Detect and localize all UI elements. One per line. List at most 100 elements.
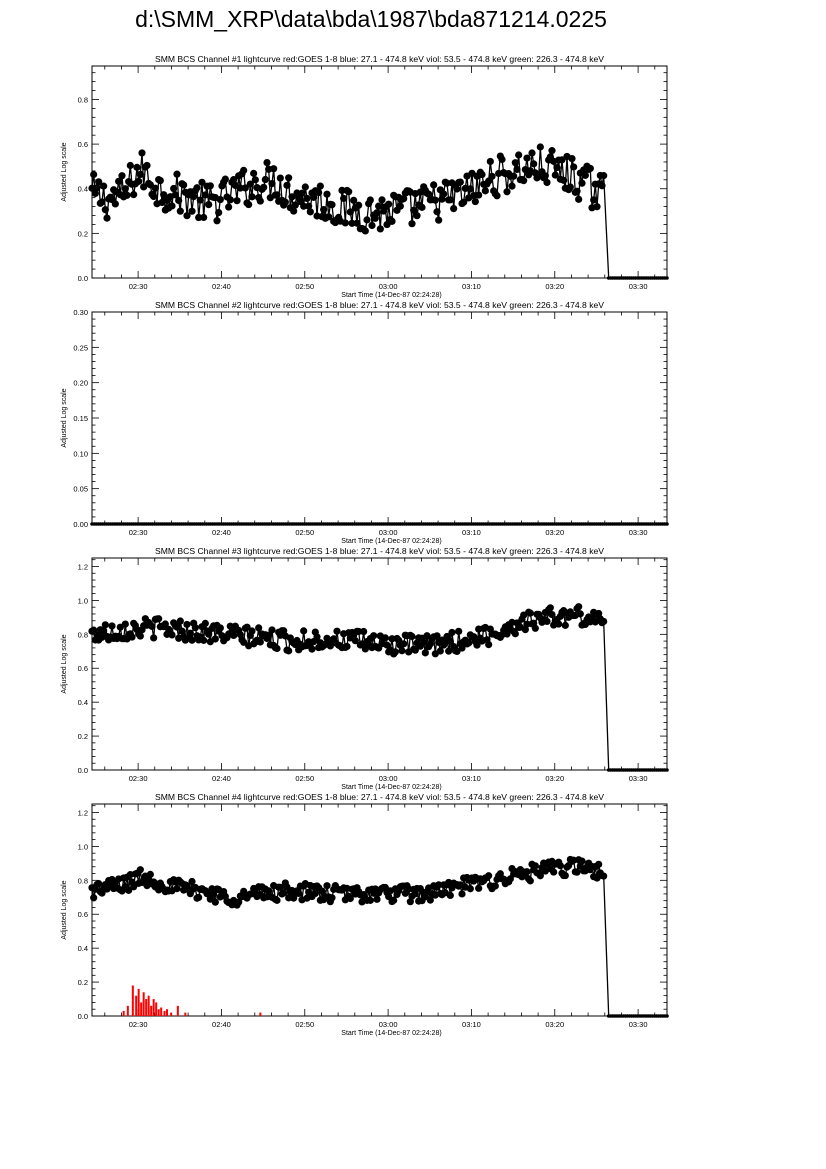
- data-point: [191, 624, 199, 632]
- data-point: [361, 227, 369, 235]
- y-tick-label: 0.15: [73, 414, 88, 423]
- data-point: [373, 895, 381, 903]
- data-point: [323, 634, 331, 642]
- lightcurve-panel-4: SMM BCS Channel #4 lightcurve red:GOES 1…: [61, 792, 669, 1037]
- data-point: [376, 225, 384, 233]
- data-point: [578, 857, 586, 865]
- data-point: [128, 633, 136, 641]
- y-tick-label: 1.2: [78, 562, 88, 571]
- data-point: [155, 615, 163, 623]
- data-point: [503, 188, 511, 196]
- data-point: [171, 191, 179, 199]
- data-point: [426, 896, 434, 904]
- data-point: [281, 198, 289, 206]
- data-point: [290, 207, 298, 215]
- data-point: [353, 219, 361, 227]
- data-point: [98, 198, 106, 206]
- data-point: [473, 641, 481, 649]
- data-point: [561, 871, 569, 880]
- data-point: [225, 203, 233, 211]
- y-tick-label: 0.2: [78, 978, 88, 987]
- data-point: [411, 646, 419, 654]
- data-point: [465, 639, 473, 647]
- data-point: [300, 202, 308, 210]
- data-point: [388, 217, 396, 225]
- data-point: [198, 178, 206, 186]
- y-tick-label: 1.0: [78, 842, 88, 851]
- data-point: [458, 890, 466, 898]
- data-point: [230, 176, 238, 184]
- y-tick-label: 0.0: [78, 1012, 88, 1021]
- data-point: [543, 617, 551, 626]
- data-point: [665, 522, 669, 526]
- data-point: [276, 174, 284, 182]
- data-point: [196, 196, 204, 204]
- data-point: [151, 184, 159, 192]
- data-point: [665, 1014, 669, 1018]
- data-point: [200, 213, 208, 222]
- plot-frame: [91, 311, 668, 525]
- data-point: [301, 183, 309, 191]
- data-point: [146, 870, 154, 878]
- x-tick-label: 03:30: [629, 282, 648, 291]
- data-point: [350, 196, 358, 204]
- data-point: [240, 166, 248, 174]
- data-point: [121, 620, 129, 628]
- y-tick-label: 1.0: [78, 596, 88, 605]
- data-point: [246, 180, 254, 188]
- data-point: [466, 885, 474, 893]
- data-point: [600, 172, 608, 180]
- data-point: [378, 196, 386, 204]
- data-point: [201, 619, 209, 627]
- data-point: [566, 183, 574, 191]
- chart-title: SMM BCS Channel #2 lightcurve red:GOES 1…: [155, 300, 604, 310]
- data-point: [173, 170, 181, 178]
- y-tick-label: 0.4: [78, 698, 88, 707]
- data-point: [188, 636, 196, 644]
- data-point: [550, 868, 558, 876]
- x-tick-label: 03:20: [545, 528, 564, 537]
- data-point: [133, 163, 141, 171]
- data-point: [130, 190, 138, 199]
- data-point: [136, 632, 144, 640]
- data-point: [91, 189, 99, 198]
- data-point: [318, 887, 326, 895]
- data-point: [485, 640, 493, 649]
- data-point: [595, 609, 603, 618]
- data-point: [420, 638, 428, 646]
- data-point: [400, 195, 408, 203]
- data-point: [581, 171, 589, 179]
- data-point: [268, 626, 276, 634]
- x-tick-label: 03:20: [545, 282, 564, 291]
- data-point: [221, 175, 229, 183]
- data-point: [600, 872, 608, 880]
- data-point: [143, 161, 151, 170]
- x-tick-label: 03:00: [379, 1020, 398, 1029]
- data-point: [95, 178, 103, 186]
- data-point: [101, 621, 109, 629]
- data-point: [345, 188, 353, 196]
- data-point: [188, 207, 196, 215]
- data-point: [121, 185, 129, 193]
- data-point: [366, 196, 374, 204]
- data-point: [511, 630, 519, 638]
- data-point: [435, 881, 443, 889]
- x-tick-label: 03:10: [462, 528, 481, 537]
- data-point: [303, 194, 311, 203]
- data-point: [273, 896, 281, 904]
- data-point: [556, 862, 564, 870]
- data-point: [190, 193, 198, 201]
- data-point: [446, 637, 454, 645]
- x-tick-label: 02:50: [295, 528, 314, 537]
- data-point: [243, 623, 251, 631]
- data-point: [555, 620, 563, 628]
- lightcurve-panel-3: SMM BCS Channel #3 lightcurve red:GOES 1…: [61, 546, 669, 791]
- data-point: [523, 154, 531, 162]
- y-tick-label: 1.2: [78, 808, 88, 817]
- data-point: [280, 889, 288, 897]
- data-point: [328, 201, 336, 209]
- data-point: [346, 894, 354, 903]
- data-point: [180, 181, 188, 189]
- data-point: [126, 161, 134, 170]
- data-point: [315, 188, 323, 197]
